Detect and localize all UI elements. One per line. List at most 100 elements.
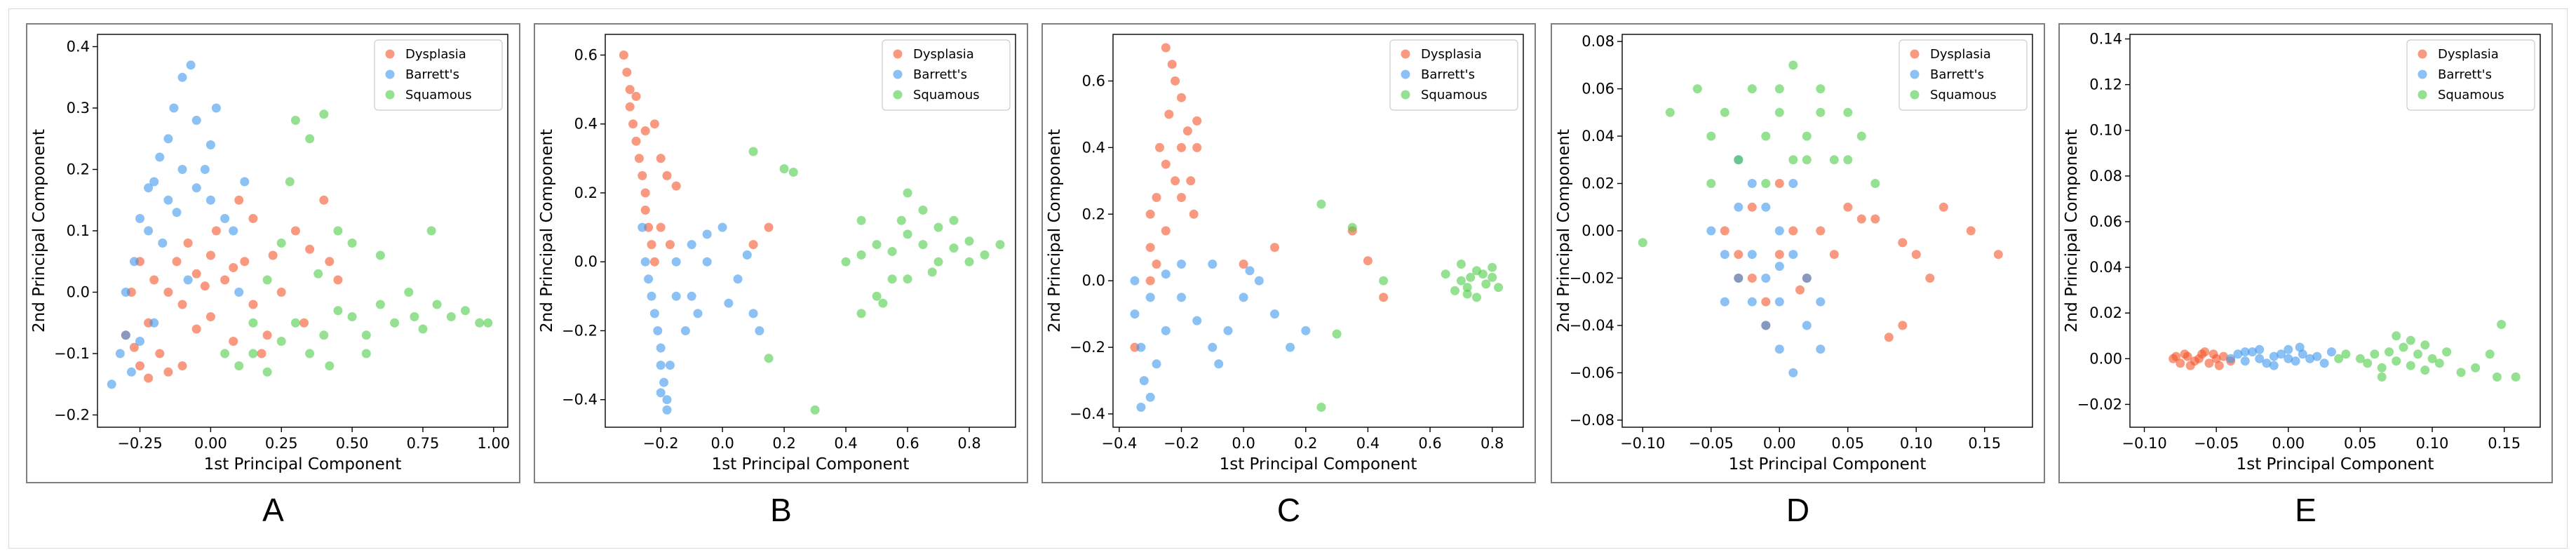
data-point — [1494, 283, 1503, 293]
data-point — [2456, 368, 2466, 377]
data-point — [2370, 349, 2380, 359]
data-point — [872, 240, 882, 250]
y-tick-label: −0.06 — [1570, 364, 1614, 381]
y-tick-label: −0.02 — [2077, 396, 2122, 412]
legend-box — [882, 39, 1011, 111]
data-point — [1843, 155, 1853, 165]
axes-frame — [2129, 34, 2541, 428]
y-tick-label: 0.06 — [2089, 213, 2122, 230]
legend-label: Dysplasia — [405, 47, 466, 62]
data-point — [183, 239, 193, 248]
data-point — [1332, 329, 1342, 339]
data-point — [1171, 176, 1180, 186]
data-point — [856, 215, 866, 225]
data-point — [144, 373, 154, 383]
data-point — [1152, 260, 1161, 269]
data-point — [1706, 131, 1716, 141]
data-point — [1239, 293, 1248, 302]
data-points — [1638, 60, 2003, 377]
data-point — [687, 291, 696, 301]
data-point — [1152, 359, 1161, 369]
data-point — [2204, 358, 2214, 368]
data-point — [1720, 107, 1729, 117]
data-point — [248, 349, 258, 358]
data-point — [2298, 349, 2307, 359]
data-point — [2319, 358, 2329, 368]
data-point — [1692, 84, 1702, 94]
data-point — [640, 206, 650, 215]
data-point — [872, 291, 882, 301]
data-point — [693, 309, 703, 318]
data-point — [1192, 116, 1202, 126]
data-point — [1456, 276, 1466, 286]
data-point — [619, 51, 628, 60]
data-point — [1816, 226, 1826, 236]
data-point — [631, 136, 641, 146]
data-point — [1161, 269, 1171, 279]
data-point — [1189, 209, 1199, 219]
legend-marker — [385, 69, 395, 79]
y-tick-label: 0.02 — [1582, 175, 1614, 192]
data-point — [144, 226, 154, 236]
data-point — [2355, 354, 2365, 363]
legend-marker — [2417, 49, 2427, 59]
data-point — [1164, 109, 1174, 119]
data-point — [980, 250, 990, 260]
data-point — [628, 119, 638, 129]
data-point — [631, 91, 641, 101]
series-squamous — [220, 109, 493, 377]
y-axis-label: 2nd Principal Component — [1555, 129, 1573, 333]
data-point — [1761, 321, 1771, 330]
data-point — [200, 281, 210, 291]
data-point — [313, 269, 323, 278]
data-point — [2420, 365, 2430, 375]
series-barretts — [107, 60, 250, 389]
data-point — [1795, 285, 1805, 295]
data-point — [1761, 274, 1771, 283]
x-tick-label: −0.2 — [1164, 435, 1199, 452]
data-point — [1761, 131, 1771, 141]
legend-marker — [1401, 69, 1410, 79]
data-point — [1747, 297, 1757, 307]
scatter-plot: −0.25 0.00 0.25 0.50 0.75 1.00 −0.2 −0.1 0.0 0.1 0… — [30, 34, 510, 474]
data-point — [1136, 342, 1146, 352]
data-point — [1301, 326, 1311, 335]
data-point — [1161, 159, 1171, 169]
data-point — [1167, 60, 1177, 69]
x-axis-label: 1st Principal Component — [204, 455, 402, 474]
data-points — [2169, 320, 2521, 382]
data-point — [742, 250, 752, 260]
series-barretts — [1130, 260, 1311, 412]
data-point — [1488, 272, 1497, 282]
data-point — [319, 330, 329, 340]
x-tick-label: 0.00 — [2272, 435, 2305, 452]
data-point — [1177, 293, 1186, 302]
series-dysplasia — [2169, 347, 2236, 370]
data-point — [1208, 342, 1218, 352]
y-tick-label: 0.0 — [67, 284, 90, 301]
data-point — [724, 298, 734, 308]
data-point — [640, 188, 650, 198]
data-point — [1816, 107, 1826, 117]
data-point — [1186, 176, 1196, 186]
data-point — [220, 214, 230, 223]
data-point — [1441, 269, 1450, 279]
legend-label: Dysplasia — [1930, 47, 1991, 62]
data-point — [262, 330, 272, 340]
data-point — [1720, 250, 1729, 260]
data-point — [347, 239, 357, 248]
data-point — [995, 240, 1005, 250]
data-point — [656, 222, 666, 232]
data-point — [475, 318, 485, 328]
data-point — [325, 361, 335, 370]
legend-box — [374, 39, 503, 111]
data-point — [325, 257, 335, 267]
x-tick-label: 0.8 — [957, 435, 980, 452]
data-point — [155, 152, 165, 162]
data-point — [647, 240, 656, 250]
data-point — [220, 275, 230, 285]
data-point — [687, 240, 696, 250]
data-point — [2427, 354, 2437, 363]
x-tick-label: 0.75 — [407, 435, 440, 452]
data-point — [1788, 60, 1798, 70]
